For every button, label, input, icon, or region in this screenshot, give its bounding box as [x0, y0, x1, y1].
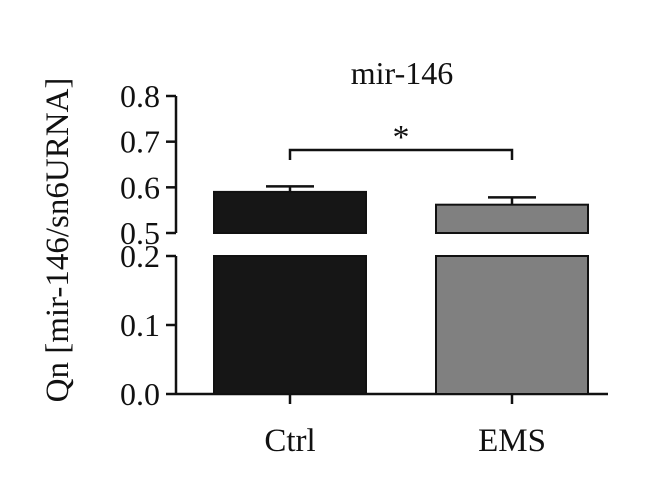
bars — [213, 190, 589, 395]
x-tick-label-ctrl: Ctrl — [264, 423, 315, 459]
bar-ctrl-lower — [213, 255, 367, 395]
y-tick-label-upper-3: 0.8 — [120, 78, 160, 114]
y-tick-label-upper-0: 0.5 — [120, 215, 160, 251]
y-axis-label: Qn [mir-146/sn6URNA] — [40, 78, 76, 403]
x-tick-label-ems: EMS — [478, 423, 546, 459]
y-tick-label-upper-1: 0.6 — [120, 169, 160, 205]
chart-title: mir-146 — [351, 55, 453, 91]
y-tick-label-lower-0: 0.0 — [120, 376, 160, 412]
bar-ems-lower — [435, 255, 589, 395]
y-ticks: 0.0 0.1 0.20.5 0.6 0.7 0.8 — [120, 78, 176, 412]
significance-bracket — [288, 148, 514, 160]
significance-annotation: * — [288, 119, 514, 160]
significance-label: * — [393, 119, 410, 156]
bar-ems-upper — [435, 203, 589, 234]
bar-ctrl-upper — [213, 190, 367, 234]
y-tick-label-lower-2: 0.2 — [120, 238, 160, 274]
y-tick-label-lower-1: 0.1 — [120, 307, 160, 343]
y-tick-label-upper-2: 0.7 — [120, 124, 160, 160]
x-ticks: Ctrl EMS — [264, 394, 546, 459]
error-bars — [266, 185, 536, 205]
